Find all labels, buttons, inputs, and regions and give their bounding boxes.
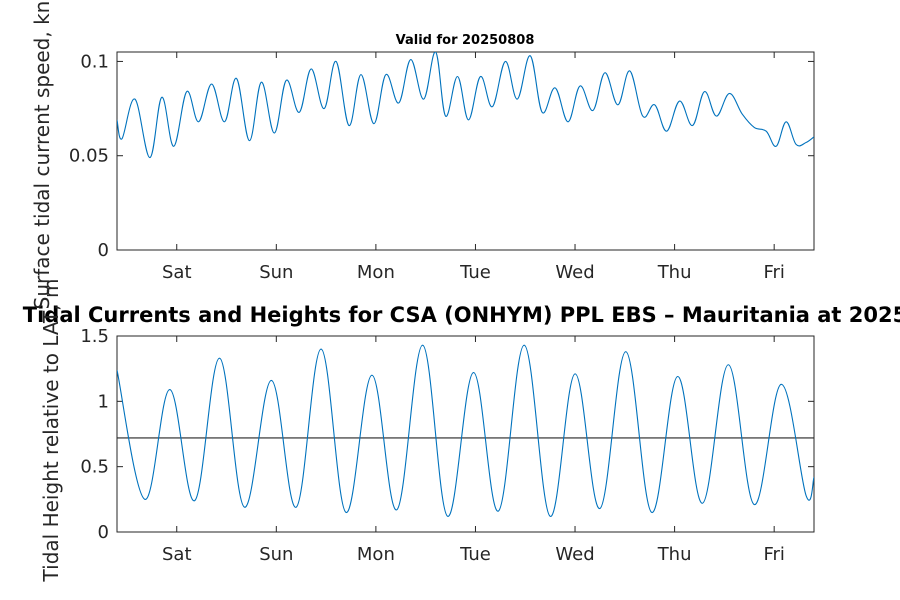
bottom-chart-ylabel: Tidal Height relative to LAT, m (39, 279, 63, 583)
bottom-xtick-label: Thu (657, 544, 692, 565)
bottom-chart: 0 0.5 1 1.5 Sat Sun Mon Tue Wed Thu Fri (80, 326, 815, 565)
plots-layer: 0 0.05 0.1 Sat Sun Mon Tue Wed Thu Fri 0 0.5 1 1.5 Sat… (69, 51, 815, 565)
bottom-xtick-label: Mon (357, 544, 395, 565)
top-ytick-label: 0.1 (80, 51, 109, 72)
top-series-line (117, 52, 814, 159)
top-xtick-label: Fri (763, 262, 784, 283)
top-ytick-label: 0.05 (69, 146, 109, 167)
bottom-xtick-label: Sat (162, 544, 192, 565)
top-xtick-label: Thu (657, 262, 692, 283)
top-xtick-label: Tue (459, 262, 491, 283)
top-xtick-label: Wed (555, 262, 594, 283)
top-ytick-label: 0 (98, 240, 109, 261)
top-xtick-label: Mon (357, 262, 395, 283)
bottom-xtick-label: Tue (459, 544, 491, 565)
labels-layer: Valid for 20250808 Tidal Currents and He… (23, 1, 900, 583)
bottom-chart-axes-box (116, 335, 815, 533)
top-chart-title: Valid for 20250808 (396, 33, 535, 48)
bottom-xtick-label: Sun (259, 544, 293, 565)
top-chart: 0 0.05 0.1 Sat Sun Mon Tue Wed Thu Fri (69, 51, 815, 283)
bottom-xtick-label: Fri (763, 544, 784, 565)
top-chart-ylabel: Surface tidal current speed, kn (30, 1, 54, 310)
bottom-ytick-label: 0.5 (80, 457, 109, 478)
bottom-ytick-label: 0 (98, 522, 109, 543)
top-chart-axes-box (116, 51, 815, 251)
bottom-xtick-label: Wed (555, 544, 594, 565)
bottom-series-line (117, 344, 814, 517)
bottom-ytick-label: 1 (98, 391, 109, 412)
top-xtick-label: Sun (259, 262, 293, 283)
bottom-ytick-label: 1.5 (80, 326, 109, 347)
top-xtick-label: Sat (162, 262, 192, 283)
bottom-chart-title: Tidal Currents and Heights for CSA (ONHY… (23, 303, 900, 327)
